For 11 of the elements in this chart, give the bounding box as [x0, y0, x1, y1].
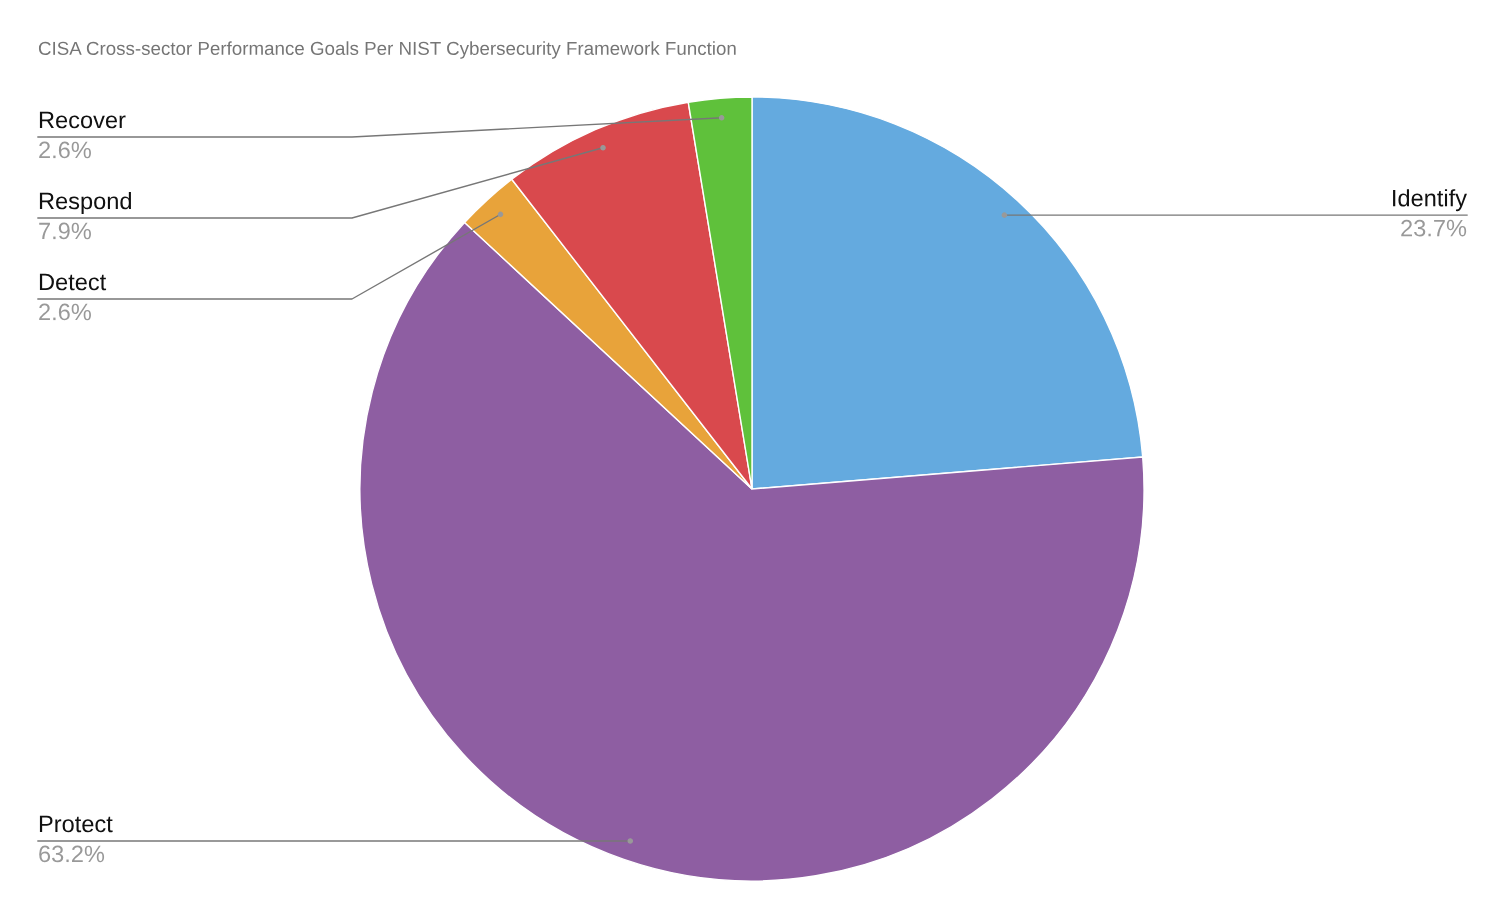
- data-label: 7.9%: [39, 222, 91, 240]
- data-label: 63.2%: [39, 845, 105, 863]
- slice-label: Recover: [39, 111, 126, 129]
- chart-title: CISA Cross-sector Performance Goals Per NIST Cybersecurity Framework Function: [38, 41, 736, 59]
- data-label: 2.6%: [39, 303, 91, 321]
- slice-label: Protect: [39, 815, 113, 833]
- data-label: 2.6%: [39, 141, 91, 159]
- data-label: 23.7%: [1401, 219, 1467, 237]
- slice-label: Identify: [1393, 189, 1467, 212]
- slice-label: Respond: [39, 191, 131, 214]
- slice-label: Detect: [39, 273, 107, 291]
